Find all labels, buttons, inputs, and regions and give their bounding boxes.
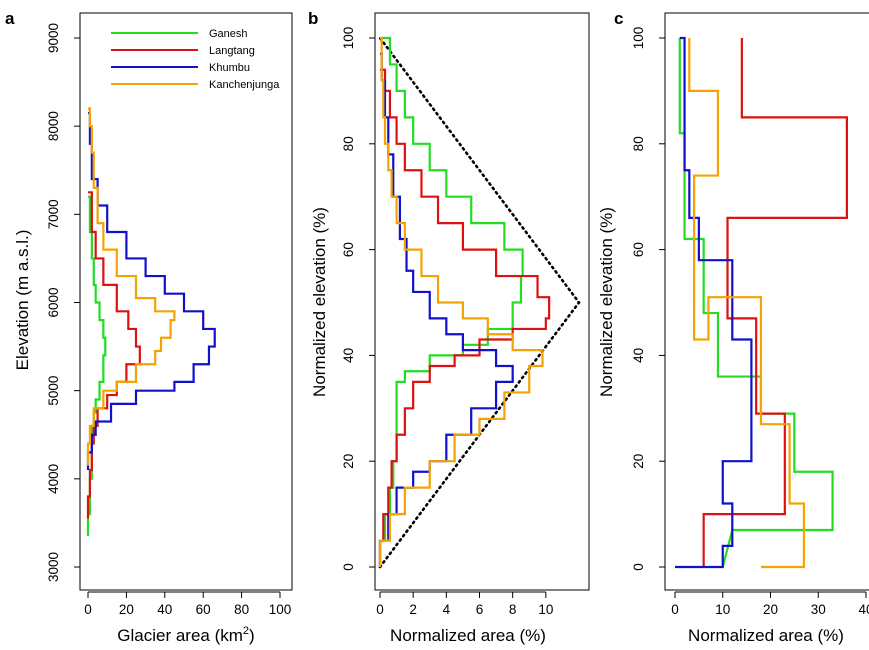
y-tick-label: 40 (341, 348, 356, 363)
y-tick-label: 8000 (46, 111, 61, 141)
y-tick-label: 0 (631, 563, 646, 571)
y-tick-label: 60 (631, 242, 646, 257)
legend-label-ganesh: Ganesh (209, 28, 248, 40)
panel-a-plot: 0 20 40 60 80 100 3000 4000 5000 6000 7000 8000 9000 (46, 23, 291, 617)
y-tick-label: 5000 (46, 376, 61, 406)
panel-c-xlabel: Normalized area (%) (688, 626, 844, 645)
y-tick-label: 20 (631, 454, 646, 469)
legend: Ganesh Langtang Khumbu Kanchenjunga (111, 28, 280, 91)
panel-a-frame (79, 12, 293, 591)
panel-b-ylabel: Normalized elevation (%) (310, 207, 329, 397)
x-tick-label: 10 (715, 602, 730, 617)
panel-a-xlabel: Glacier area (km2) (117, 625, 254, 645)
panel-b-xlabel: Normalized area (%) (390, 626, 546, 645)
y-tick-label: 100 (341, 27, 356, 50)
legend-label-khumbu: Khumbu (209, 62, 250, 74)
x-tick-label: 40 (858, 602, 869, 617)
y-tick-label: 6000 (46, 287, 61, 317)
x-tick-label: 0 (376, 602, 384, 617)
series-khumbu (378, 52, 514, 567)
y-tick-label: 80 (631, 136, 646, 151)
legend-label-langtang: Langtang (209, 45, 255, 57)
y-tick-label: 7000 (46, 199, 61, 229)
x-tick-label: 0 (671, 602, 679, 617)
y-tick-label: 60 (341, 242, 356, 257)
x-tick-label: 30 (811, 602, 826, 617)
panel-c-ylabel: Normalized elevation (%) (597, 207, 616, 397)
panel-c-letter: c (614, 9, 623, 28)
x-tick-label: 20 (763, 602, 778, 617)
x-tick-label: 20 (119, 602, 134, 617)
series-kanchenjunga (378, 36, 544, 567)
series-khumbu (86, 111, 216, 471)
legend-label-kanchenjunga: Kanchenjunga (209, 79, 280, 91)
y-tick-label: 20 (341, 454, 356, 469)
x-tick-label: 4 (443, 602, 451, 617)
panel-a-ylabel: Elevation (m a.s.l.) (13, 230, 32, 371)
y-tick-label: 0 (341, 563, 356, 571)
series-langtang (702, 38, 848, 567)
x-tick-label: 60 (196, 602, 211, 617)
series-khumbu (675, 36, 753, 569)
series-ganesh (678, 38, 834, 568)
panel-b-letter: b (308, 9, 318, 28)
x-tick-label: 10 (538, 602, 553, 617)
y-tick-label: 40 (631, 348, 646, 363)
panel-b-frame (374, 12, 590, 591)
x-tick-label: 8 (509, 602, 517, 617)
x-tick-label: 80 (234, 602, 249, 617)
series-kanchenjunga (688, 38, 806, 569)
y-tick-label: 80 (341, 136, 356, 151)
series-kanchenjunga (86, 107, 176, 466)
y-tick-label: 100 (631, 27, 646, 50)
panel-a-letter: a (5, 9, 15, 28)
x-tick-label: 2 (409, 602, 417, 617)
y-tick-label: 3000 (46, 552, 61, 582)
x-tick-label: 6 (476, 602, 484, 617)
x-tick-label: 0 (84, 602, 92, 617)
series-langtang (86, 191, 141, 519)
y-tick-label: 9000 (46, 23, 61, 53)
reference-triangle (378, 36, 581, 569)
panel-c-plot: 0 10 20 30 40 0 20 40 60 80 100 (631, 27, 869, 617)
x-tick-label: 100 (269, 602, 292, 617)
y-tick-label: 4000 (46, 464, 61, 494)
panel-c-frame (664, 12, 869, 591)
series-langtang (378, 68, 551, 567)
x-tick-label: 40 (157, 602, 172, 617)
